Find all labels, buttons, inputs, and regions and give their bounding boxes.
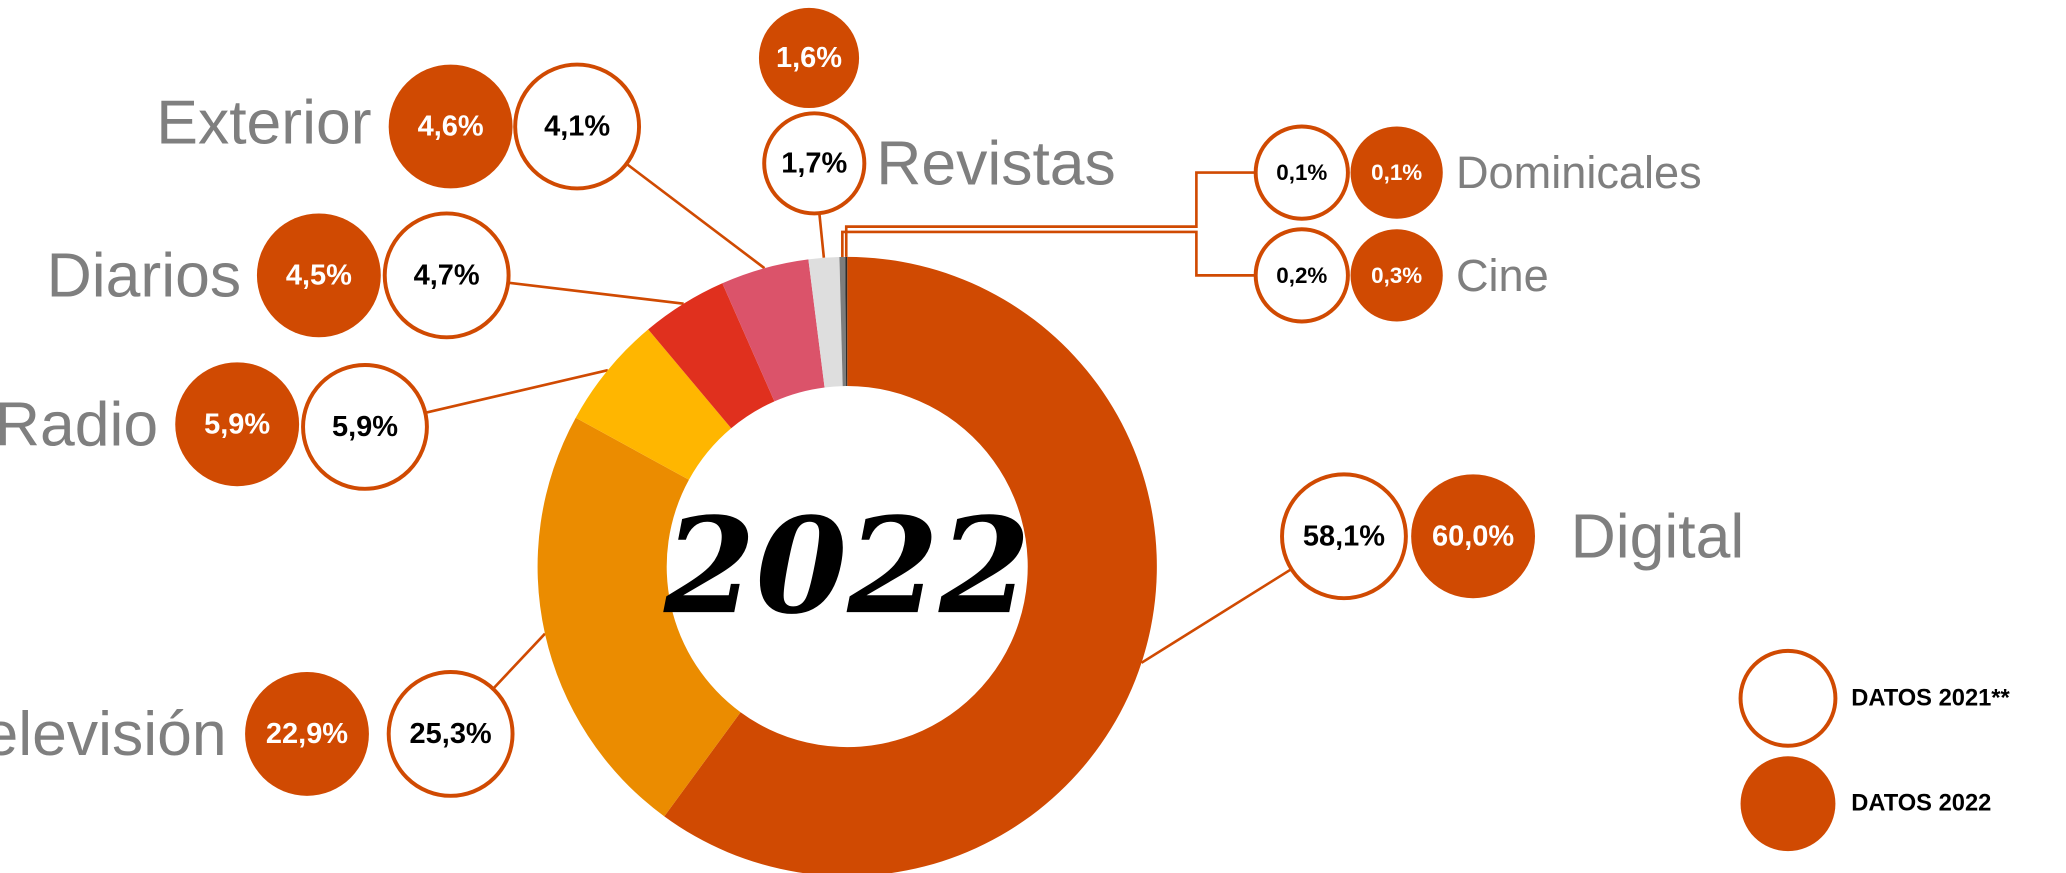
value-label-2021: 4,1% [544,110,610,142]
value-label-2022: 4,5% [286,259,352,291]
legend-label: DATOS 2021** [1851,685,2010,711]
circle-2022 [1350,229,1443,322]
donut-slice [808,257,843,388]
circle-2021 [1280,472,1408,601]
circle-2021 [382,211,511,340]
circle-2021 [386,670,515,798]
donut-slice [845,256,848,387]
category-label: Revistas [876,128,1116,198]
donut-slice [664,256,1157,873]
circle-2021 [1253,124,1350,221]
value-label-2021: 4,7% [414,259,480,291]
circle-2022 [1411,474,1536,599]
value-label-2022: 1,6% [776,42,842,74]
leader-line [844,171,1302,257]
leader-line [841,230,1302,277]
category-label: Televisión [0,699,227,769]
donut-slice [648,283,775,429]
category-label: Digital [1571,501,1745,571]
value-label-2022: 0,1% [1371,160,1422,185]
value-label-2021: 25,3% [410,718,492,750]
circle-2022 [1350,126,1443,219]
legend-swatch [1738,648,1838,748]
donut-slice [722,259,825,402]
donut-slice [537,417,741,817]
value-label-2022: 22,9% [266,718,348,750]
circle-2021 [762,111,867,216]
value-label-2022: 0,3% [1371,263,1422,288]
category-label: Exterior [156,88,371,158]
circle-2021 [301,362,429,491]
circle-2021 [1253,227,1350,324]
value-label-2022: 4,6% [418,110,484,142]
center-label: 2022 [663,489,1031,644]
legend-swatch [1740,756,1836,852]
circle-2022 [245,671,369,796]
donut-slice [839,256,847,387]
circle-2021 [513,62,642,191]
donut-slice [575,329,732,480]
category-label: Cine [1456,250,1549,301]
value-label-2021: 58,1% [1303,520,1385,552]
circle-2022 [175,362,300,487]
circle-2022 [758,7,860,109]
value-label-2021: 1,7% [781,147,847,179]
circle-2022 [256,213,381,338]
value-label-2021: 0,2% [1276,263,1327,288]
value-label-2022: 60,0% [1432,520,1514,552]
circle-2022 [388,64,513,189]
category-label: Radio [0,389,158,459]
value-label-2021: 0,1% [1276,160,1327,185]
category-label: Diarios [47,240,241,310]
value-label-2022: 5,9% [204,408,270,440]
value-label-2021: 5,9% [332,411,398,443]
legend-label: DATOS 2022 [1851,791,1991,817]
category-label: Dominicales [1456,147,1702,198]
